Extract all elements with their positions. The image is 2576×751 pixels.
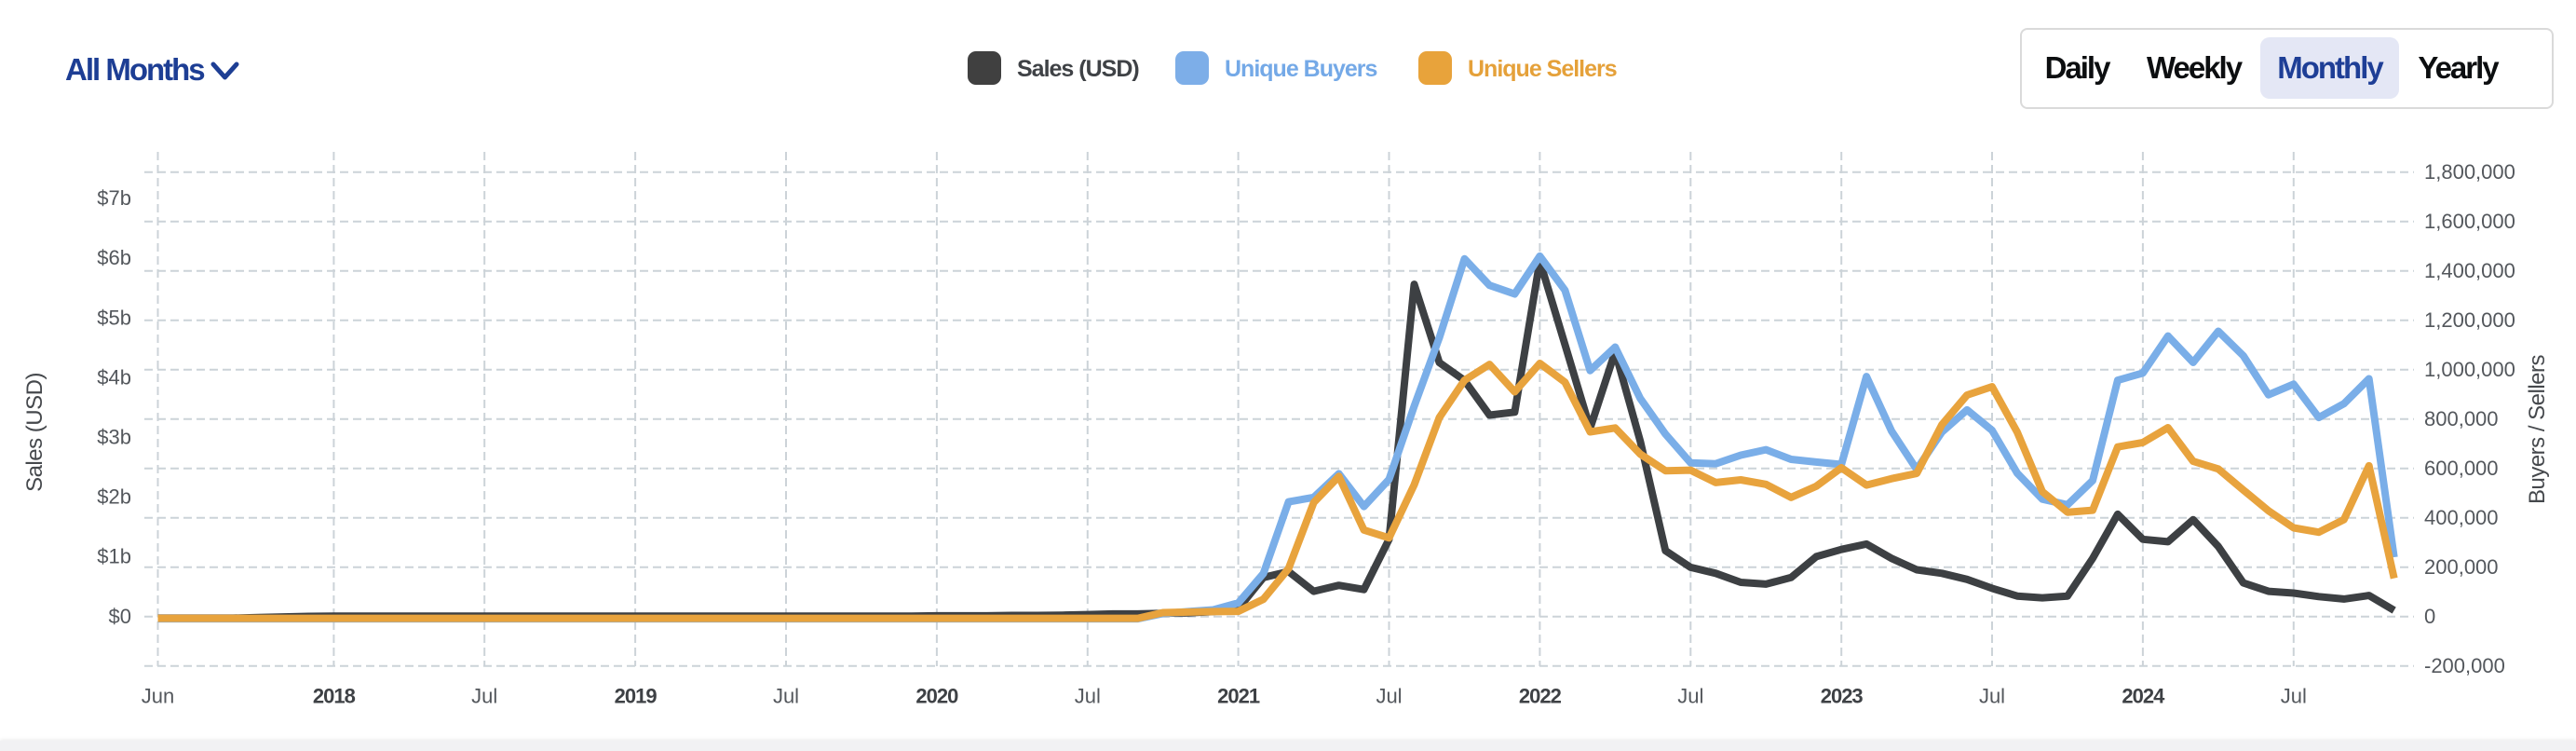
svg-text:2021: 2021 [1217, 685, 1260, 708]
svg-text:Jul: Jul [1376, 685, 1402, 708]
svg-text:2018: 2018 [313, 685, 356, 708]
svg-text:Jul: Jul [1677, 685, 1703, 708]
svg-text:Buyers / Sellers: Buyers / Sellers [2525, 354, 2550, 504]
svg-text:2019: 2019 [615, 685, 658, 708]
svg-text:Jul: Jul [773, 685, 799, 708]
svg-text:$6b: $6b [97, 246, 131, 269]
svg-text:1,400,000: 1,400,000 [2424, 259, 2515, 282]
svg-text:-200,000: -200,000 [2424, 654, 2505, 677]
svg-text:$3b: $3b [97, 426, 131, 449]
svg-text:2020: 2020 [915, 685, 958, 708]
svg-text:2022: 2022 [1519, 685, 1562, 708]
svg-text:$1b: $1b [97, 545, 131, 568]
svg-text:Jul: Jul [2281, 685, 2307, 708]
svg-text:$5b: $5b [97, 306, 131, 329]
svg-text:$0: $0 [109, 605, 131, 628]
svg-text:200,000: 200,000 [2424, 555, 2499, 579]
svg-text:1,600,000: 1,600,000 [2424, 210, 2515, 233]
svg-text:800,000: 800,000 [2424, 407, 2499, 430]
svg-text:600,000: 600,000 [2424, 457, 2499, 480]
svg-text:$4b: $4b [97, 365, 131, 389]
svg-text:Jun: Jun [142, 685, 174, 708]
svg-text:$2b: $2b [97, 485, 131, 509]
svg-text:2023: 2023 [1821, 685, 1864, 708]
svg-text:400,000: 400,000 [2424, 506, 2499, 529]
svg-text:$7b: $7b [97, 186, 131, 210]
svg-text:2024: 2024 [2122, 685, 2165, 708]
svg-text:Sales (USD): Sales (USD) [22, 373, 47, 492]
svg-text:Jul: Jul [1979, 685, 2005, 708]
svg-text:Jul: Jul [1075, 685, 1101, 708]
svg-text:0: 0 [2424, 605, 2435, 628]
svg-text:1,800,000: 1,800,000 [2424, 160, 2515, 184]
svg-text:1,000,000: 1,000,000 [2424, 358, 2515, 381]
svg-text:Jul: Jul [471, 685, 497, 708]
svg-text:1,200,000: 1,200,000 [2424, 308, 2515, 332]
